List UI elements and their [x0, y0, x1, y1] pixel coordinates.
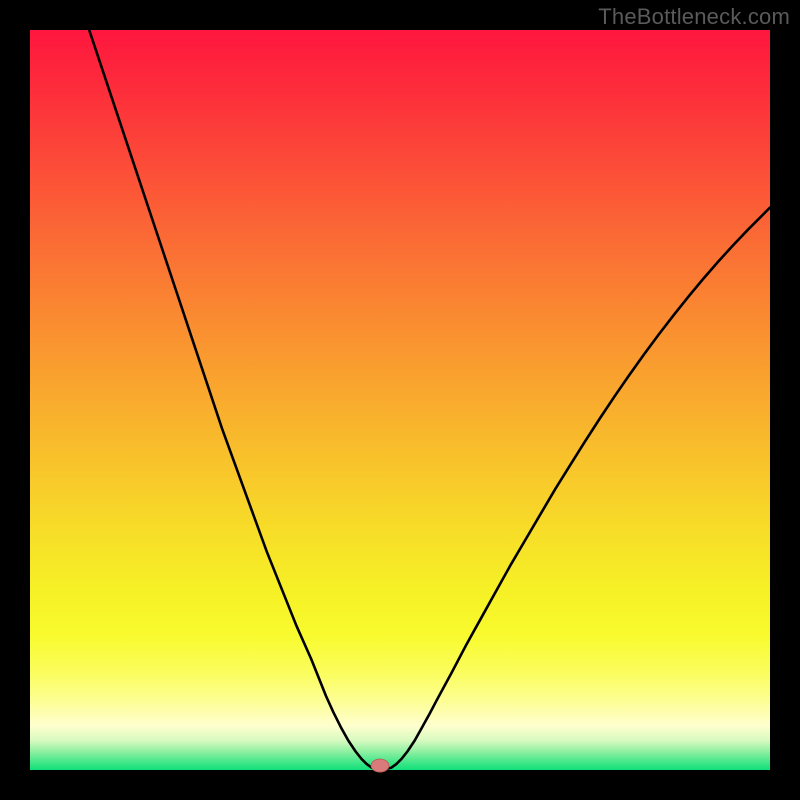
bottleneck-chart: TheBottleneck.com: [0, 0, 800, 800]
chart-svg: [0, 0, 800, 800]
plot-area: [30, 30, 770, 770]
optimum-marker: [371, 759, 389, 772]
watermark-text: TheBottleneck.com: [598, 4, 790, 30]
